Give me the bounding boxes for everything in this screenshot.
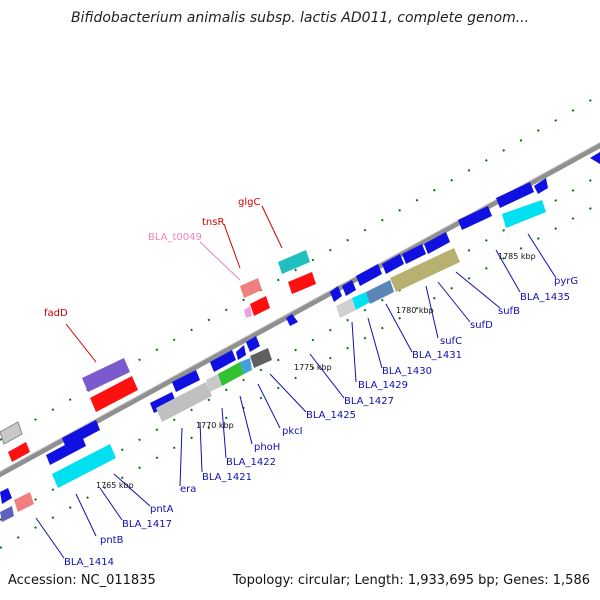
gene-arrow[interactable] (366, 280, 394, 304)
gene-arrow[interactable] (8, 442, 30, 462)
gene-arrow[interactable] (342, 280, 356, 296)
gene-arrow[interactable] (244, 306, 252, 318)
gene-arrow[interactable] (0, 421, 23, 445)
gene-label-bla-1414[interactable]: BLA_1414 (64, 557, 114, 568)
gene-arrow[interactable] (0, 506, 14, 522)
gene-arrow[interactable] (424, 232, 450, 254)
gene-label-phoh[interactable]: phoH (254, 442, 280, 453)
gene-label-bla-1429[interactable]: BLA_1429 (358, 380, 408, 391)
gene-arrow[interactable] (82, 358, 130, 392)
gene-arrow[interactable] (402, 244, 426, 264)
gene-arrow[interactable] (250, 348, 272, 368)
accession-label: Accession: NC_011835 (8, 573, 156, 588)
gene-label-sufb[interactable]: sufB (498, 306, 520, 317)
gene-label-bla-1425[interactable]: BLA_1425 (306, 410, 356, 421)
gene-arrow[interactable] (46, 436, 86, 465)
gene-arrow[interactable] (240, 358, 252, 374)
gene-arrow[interactable] (156, 382, 212, 422)
gene-arrow[interactable] (534, 178, 548, 194)
gene-arrow[interactable] (336, 298, 356, 318)
gene-label-bla-1435[interactable]: BLA_1435 (520, 292, 570, 303)
gene-arrow[interactable] (62, 420, 100, 448)
gene-arrow[interactable] (236, 345, 246, 360)
gene-label-bla-1421[interactable]: BLA_1421 (202, 472, 252, 483)
gene-arrow[interactable] (496, 182, 534, 208)
scale-label: 1770 kbp (196, 421, 234, 430)
tick-marks (0, 94, 600, 549)
gene-label-sufc[interactable]: sufC (440, 336, 462, 347)
scale-label: 1775 kbp (294, 363, 332, 372)
gene-label-bla-1422[interactable]: BLA_1422 (226, 457, 276, 468)
gene-labels: BLA_1414 pntB BLA_1417 pntA era BLA_1421… (44, 197, 578, 568)
gene-arrow[interactable] (210, 350, 236, 372)
gene-label-pntb[interactable]: pntB (100, 535, 124, 546)
gene-arrow[interactable] (390, 248, 460, 292)
gene-label-bla-t0049[interactable]: BLA_t0049 (148, 232, 202, 243)
gene-arrow[interactable] (286, 314, 298, 326)
gene-arrow[interactable] (90, 376, 138, 412)
gene-arrow[interactable] (590, 152, 600, 164)
label-leaders (35, 205, 557, 559)
gene-arrow[interactable] (502, 200, 546, 228)
gene-arrow[interactable] (14, 492, 34, 512)
gene-label-bla-1431[interactable]: BLA_1431 (412, 350, 462, 361)
genome-summary: Topology: circular; Length: 1,933,695 bp… (232, 573, 590, 588)
gene-label-tnsr[interactable]: tnsR (202, 217, 224, 228)
gene-arrow[interactable] (458, 206, 492, 230)
gene-arrow[interactable] (356, 264, 382, 286)
gene-arrow[interactable] (278, 250, 310, 274)
gene-label-bla-1417[interactable]: BLA_1417 (122, 519, 172, 530)
reverse-strand-genes (0, 200, 546, 522)
map-title: Bifidobacterium animalis subsp. lactis A… (70, 10, 530, 26)
gene-arrow[interactable] (246, 336, 260, 352)
gene-label-bla-1427[interactable]: BLA_1427 (344, 396, 394, 407)
gene-label-pyrg[interactable]: pyrG (554, 276, 578, 287)
gene-arrow[interactable] (330, 286, 342, 302)
gene-arrow[interactable] (172, 370, 200, 392)
gene-arrow[interactable] (206, 374, 222, 392)
scale-label: 1785 kbp (498, 252, 536, 261)
gene-label-sufd[interactable]: sufD (470, 320, 493, 331)
gene-arrow[interactable] (250, 296, 270, 316)
forward-strand-genes (0, 152, 600, 465)
gene-arrow[interactable] (0, 488, 12, 504)
scale-label: 1765 kbp (96, 481, 134, 490)
gene-label-pkci[interactable]: pkcI (282, 426, 303, 437)
gene-arrow[interactable] (240, 278, 262, 298)
gene-label-glgc[interactable]: glgC (238, 197, 260, 208)
gene-label-era[interactable]: era (180, 484, 196, 495)
gene-label-fadd[interactable]: fadD (44, 308, 68, 319)
gene-arrow[interactable] (52, 444, 116, 488)
gene-arrow[interactable] (218, 362, 244, 386)
scale-labels: 1765 kbp 1770 kbp 1775 kbp 1780 kbp 1785… (96, 252, 536, 490)
gene-label-bla-1430[interactable]: BLA_1430 (382, 366, 432, 377)
gene-arrow[interactable] (288, 272, 316, 294)
scale-label: 1780 kbp (396, 306, 434, 315)
gene-arrow[interactable] (352, 292, 370, 310)
gene-label-pnta[interactable]: pntA (150, 504, 174, 515)
gene-arrow[interactable] (382, 254, 404, 274)
